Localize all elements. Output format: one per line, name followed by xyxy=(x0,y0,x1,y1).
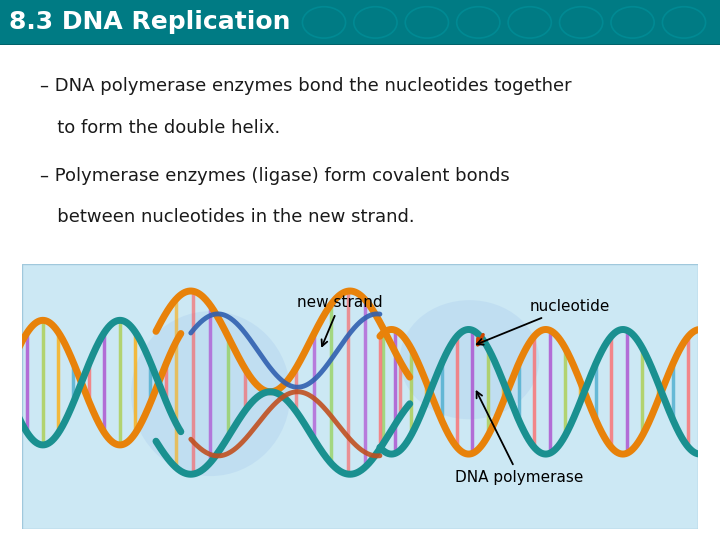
Text: between nucleotides in the new strand.: between nucleotides in the new strand. xyxy=(40,208,414,226)
Text: DNA polymerase: DNA polymerase xyxy=(455,392,583,484)
Text: new strand: new strand xyxy=(297,295,383,346)
Text: – DNA polymerase enzymes bond the nucleotides together: – DNA polymerase enzymes bond the nucleo… xyxy=(40,77,571,96)
Text: to form the double helix.: to form the double helix. xyxy=(40,119,280,137)
Text: nucleotide: nucleotide xyxy=(477,299,610,345)
Text: – Polymerase enzymes (ligase) form covalent bonds: – Polymerase enzymes (ligase) form coval… xyxy=(40,167,509,185)
Ellipse shape xyxy=(131,311,290,476)
Text: 8.3 DNA Replication: 8.3 DNA Replication xyxy=(9,10,290,35)
Ellipse shape xyxy=(400,300,539,419)
